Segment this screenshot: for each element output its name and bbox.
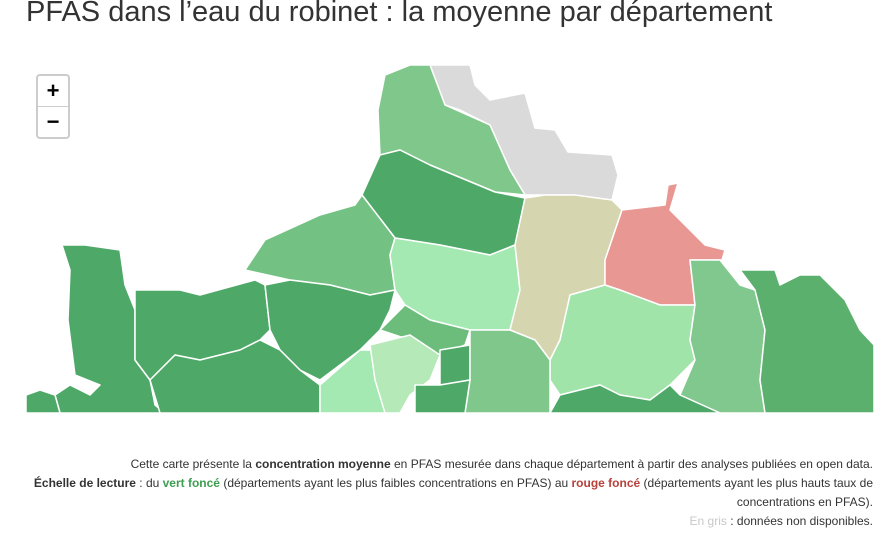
- department: [549, 384, 721, 414]
- zoom-control: + −: [36, 74, 70, 139]
- department: [464, 329, 551, 414]
- emphasis: concentration moyenne: [255, 457, 391, 471]
- legend-grey: En gris: [689, 514, 727, 528]
- caption-missing: En gris : données non disponibles.: [26, 512, 873, 531]
- department: [26, 389, 61, 414]
- emphasis: Échelle de lecture: [33, 476, 136, 490]
- caption: Cette carte présente la concentration mo…: [26, 455, 873, 531]
- department: [244, 194, 396, 296]
- department: [739, 269, 874, 414]
- zoom-out-button[interactable]: −: [38, 106, 68, 137]
- text: en PFAS mesurée dans chaque département …: [390, 457, 873, 471]
- page-title: PFAS dans l’eau du robinet : la moyenne …: [26, 0, 773, 28]
- department: [369, 334, 441, 414]
- caption-scale: Échelle de lecture : du vert foncé (dépa…: [26, 474, 873, 512]
- text: (départements ayant les plus faibles con…: [219, 476, 572, 490]
- text: (départements ayant les plus hauts taux …: [640, 476, 873, 509]
- department: [414, 379, 471, 414]
- caption-intro: Cette carte présente la concentration mo…: [26, 455, 873, 474]
- department: [54, 244, 166, 414]
- zoom-in-button[interactable]: +: [46, 78, 60, 103]
- legend-red: rouge foncé: [571, 476, 641, 490]
- department: [439, 344, 471, 386]
- text: Cette carte présente la: [130, 457, 256, 471]
- department: [149, 339, 321, 414]
- text: : données non disponibles.: [726, 514, 873, 528]
- departments: [26, 64, 874, 414]
- legend-green: vert foncé: [162, 476, 220, 490]
- text: : du: [135, 476, 163, 490]
